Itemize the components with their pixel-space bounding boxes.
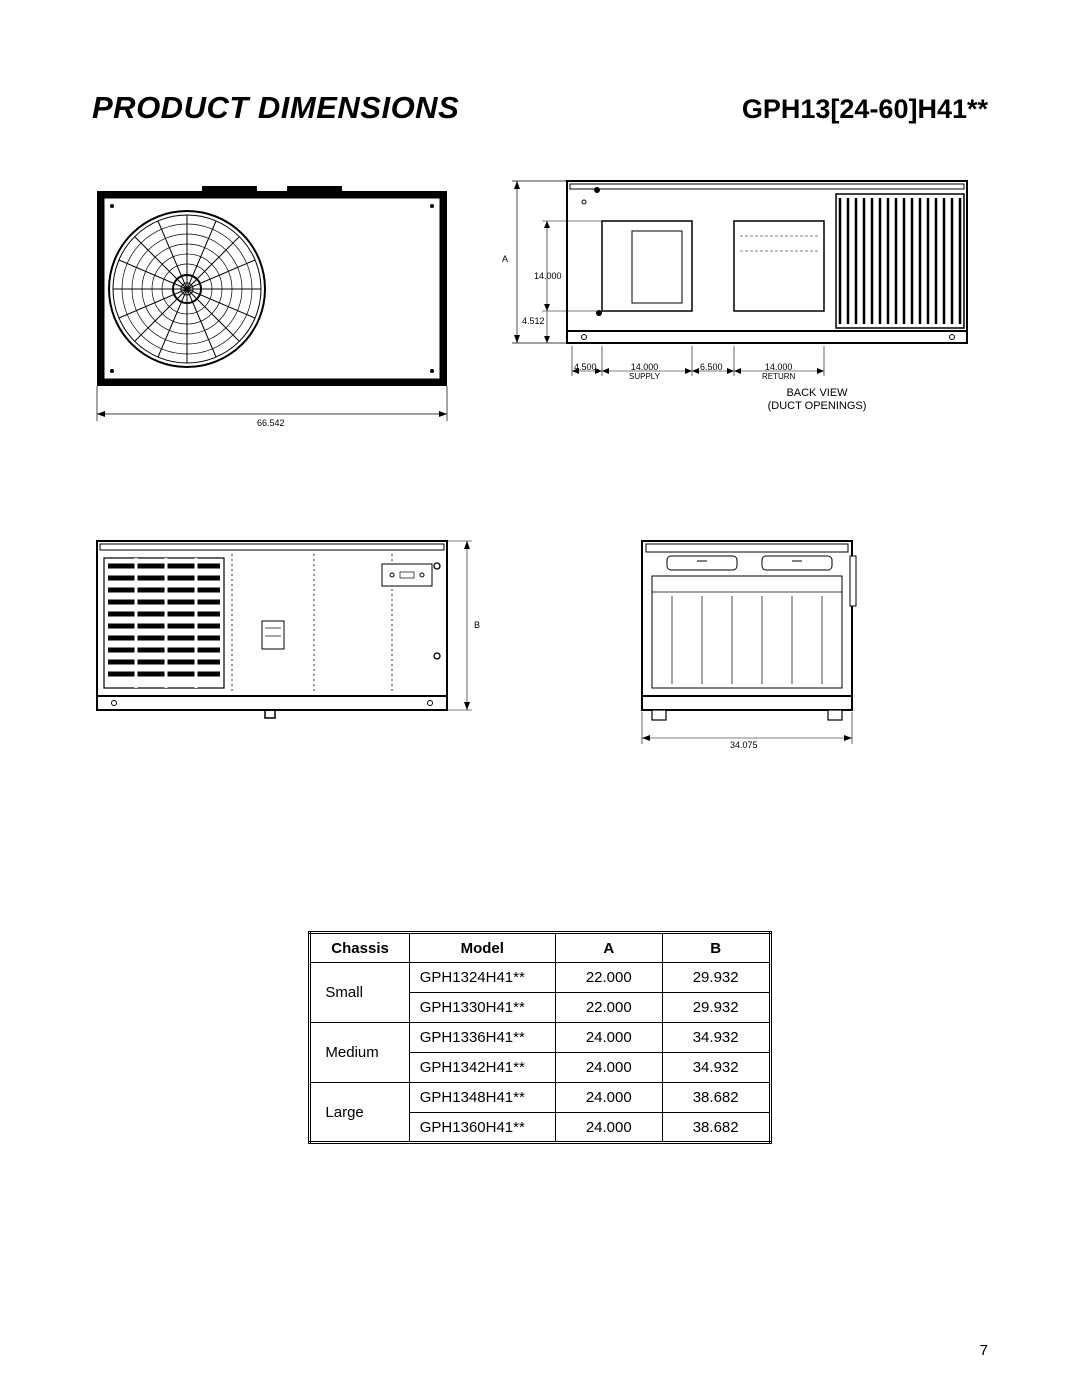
chassis-cell: Medium — [310, 1023, 409, 1083]
page-number: 7 — [980, 1342, 988, 1359]
model-cell: GPH1336H41** — [409, 1023, 555, 1053]
model-cell: GPH1348H41** — [409, 1083, 555, 1113]
side-view-svg — [622, 536, 872, 751]
col-chassis: Chassis — [310, 933, 409, 963]
back-dim4512: 4.512 — [522, 316, 545, 326]
a-cell: 24.000 — [555, 1113, 662, 1143]
col-model: Model — [409, 933, 555, 963]
back-view-diagram: A 14.000 4.512 4.500 14.000 SUPPLY 6.500… — [492, 176, 972, 436]
top-view-diagram: 66.542 — [92, 176, 452, 436]
front-view-diagram: B — [92, 536, 482, 751]
page-header: PRODUCT DIMENSIONS GPH13[24-60]H41** — [92, 90, 988, 126]
back-caption: BACK VIEW (DUCT OPENINGS) — [752, 387, 882, 413]
b-cell: 38.682 — [662, 1113, 770, 1143]
table-row: Large GPH1348H41** 24.000 38.682 — [310, 1083, 770, 1113]
chassis-cell: Large — [310, 1083, 409, 1143]
table-row: Small GPH1324H41** 22.000 29.932 — [310, 963, 770, 993]
back-view-svg — [492, 176, 972, 411]
a-cell: 24.000 — [555, 1053, 662, 1083]
back-dim4500: 4.500 — [574, 362, 597, 372]
back-dim6500: 6.500 — [700, 362, 723, 372]
side-depth-label: 34.075 — [730, 740, 758, 750]
table-header-row: Chassis Model A B — [310, 933, 770, 963]
model-cell: GPH1342H41** — [409, 1053, 555, 1083]
front-view-svg — [92, 536, 482, 726]
a-cell: 24.000 — [555, 1023, 662, 1053]
model-cell: GPH1330H41** — [409, 993, 555, 1023]
top-view-svg — [92, 176, 452, 436]
chassis-cell: Small — [310, 963, 409, 1023]
top-width-label: 66.542 — [257, 418, 285, 428]
b-cell: 29.932 — [662, 963, 770, 993]
b-cell: 29.932 — [662, 993, 770, 1023]
b-cell: 34.932 — [662, 1023, 770, 1053]
back-return-dim: 14.000 RETURN — [762, 362, 795, 381]
title-left: PRODUCT DIMENSIONS — [92, 90, 459, 126]
side-view-diagram: 34.075 — [622, 536, 872, 751]
back-a-label: A — [502, 254, 508, 264]
back-dim14: 14.000 — [534, 271, 562, 281]
model-cell: GPH1324H41** — [409, 963, 555, 993]
b-cell: 34.932 — [662, 1053, 770, 1083]
a-cell: 22.000 — [555, 993, 662, 1023]
dimensions-table: Chassis Model A B Small GPH1324H41** 22.… — [308, 931, 771, 1144]
model-cell: GPH1360H41** — [409, 1113, 555, 1143]
title-right: GPH13[24-60]H41** — [742, 94, 988, 125]
col-a: A — [555, 933, 662, 963]
col-b: B — [662, 933, 770, 963]
table-row: Medium GPH1336H41** 24.000 34.932 — [310, 1023, 770, 1053]
b-cell: 38.682 — [662, 1083, 770, 1113]
front-b-label: B — [474, 620, 480, 630]
a-cell: 24.000 — [555, 1083, 662, 1113]
back-supply-dim: 14.000 SUPPLY — [629, 362, 660, 381]
a-cell: 22.000 — [555, 963, 662, 993]
